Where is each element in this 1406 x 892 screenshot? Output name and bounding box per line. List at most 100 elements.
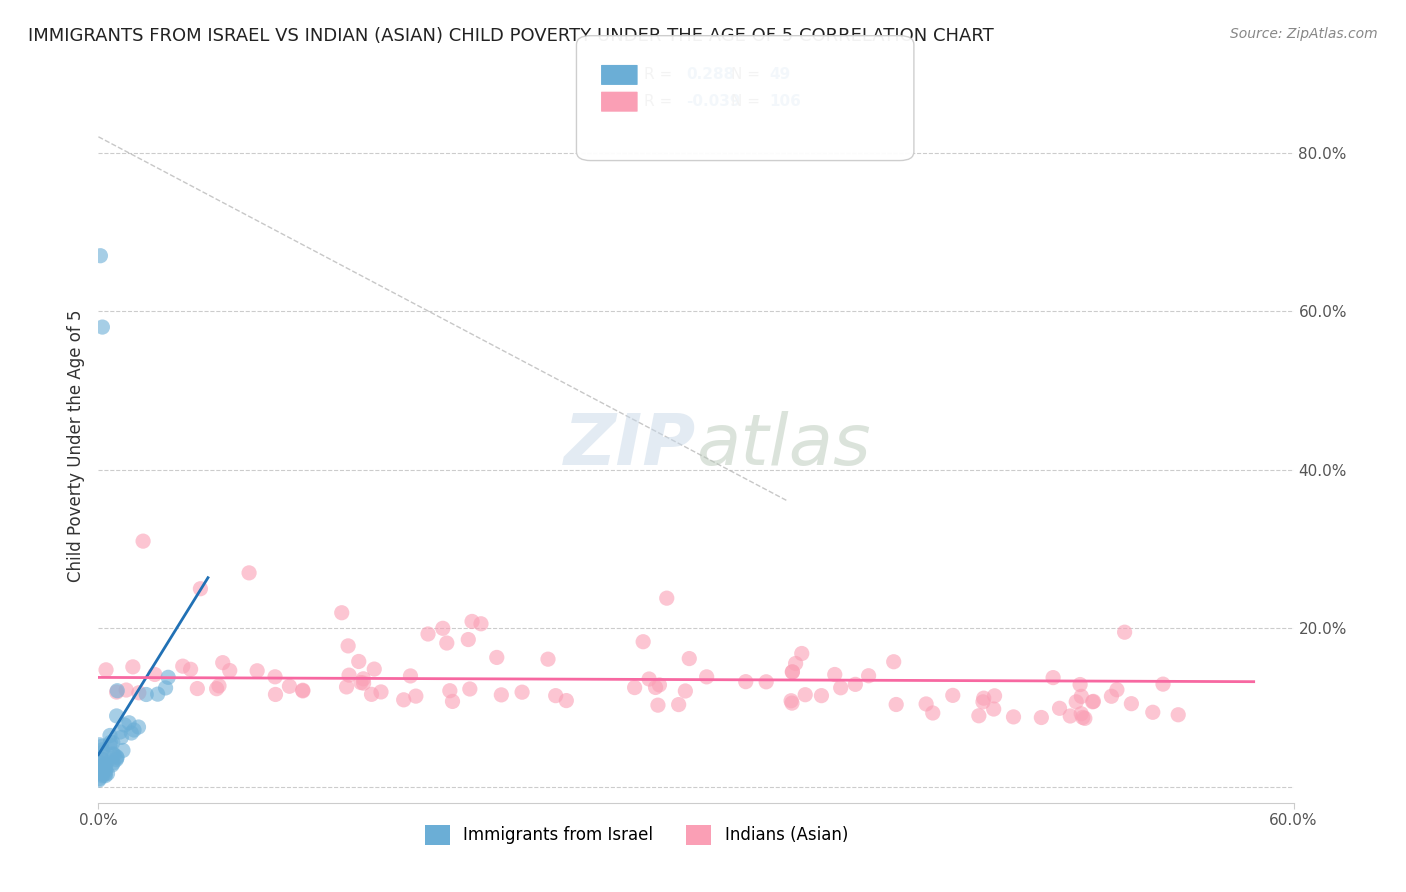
- Immigrants from Israel: [135, 688, 157, 702]
- Immigrants from Israel: [98, 738, 121, 752]
- Immigrants from Israel: [89, 249, 111, 263]
- Indians (Asian): [1105, 682, 1128, 697]
- Indians (Asian): [972, 695, 994, 709]
- Immigrants from Israel: [96, 766, 118, 780]
- Text: 106: 106: [769, 95, 801, 109]
- Indians (Asian): [1121, 697, 1143, 711]
- Indians (Asian): [755, 674, 778, 689]
- Indians (Asian): [180, 662, 202, 676]
- Indians (Asian): [1081, 695, 1104, 709]
- Immigrants from Israel: [101, 758, 124, 772]
- Indians (Asian): [436, 636, 458, 650]
- Immigrants from Israel: [111, 743, 134, 757]
- Indians (Asian): [782, 665, 804, 679]
- Immigrants from Israel: [91, 320, 114, 334]
- Indians (Asian): [360, 687, 382, 701]
- Indians (Asian): [1002, 710, 1025, 724]
- Immigrants from Israel: [157, 670, 180, 684]
- Indians (Asian): [458, 681, 481, 696]
- Indians (Asian): [1049, 701, 1071, 715]
- Text: Source: ZipAtlas.com: Source: ZipAtlas.com: [1230, 27, 1378, 41]
- Indians (Asian): [844, 677, 866, 691]
- Indians (Asian): [884, 698, 907, 712]
- Text: 49: 49: [769, 67, 790, 81]
- Immigrants from Israel: [101, 747, 124, 761]
- Immigrants from Israel: [105, 749, 128, 764]
- Immigrants from Israel: [89, 772, 111, 786]
- Immigrants from Israel: [91, 743, 114, 757]
- Indians (Asian): [830, 681, 852, 695]
- Indians (Asian): [461, 615, 484, 629]
- Indians (Asian): [810, 689, 832, 703]
- Indians (Asian): [350, 675, 373, 690]
- Text: 0.288: 0.288: [686, 67, 734, 81]
- Immigrants from Israel: [105, 751, 128, 765]
- Indians (Asian): [291, 684, 314, 698]
- Indians (Asian): [655, 591, 678, 606]
- Indians (Asian): [1142, 706, 1164, 720]
- Immigrants from Israel: [94, 756, 117, 771]
- Immigrants from Israel: [114, 718, 136, 732]
- Indians (Asian): [337, 639, 360, 653]
- Indians (Asian): [1059, 709, 1081, 723]
- Indians (Asian): [648, 678, 671, 692]
- Indians (Asian): [121, 660, 143, 674]
- Immigrants from Israel: [94, 769, 117, 783]
- Indians (Asian): [1070, 706, 1092, 721]
- Indians (Asian): [537, 652, 560, 666]
- Indians (Asian): [1152, 677, 1174, 691]
- Immigrants from Israel: [155, 681, 177, 695]
- Indians (Asian): [1167, 707, 1189, 722]
- Indians (Asian): [673, 684, 696, 698]
- Immigrants from Israel: [87, 773, 110, 788]
- Immigrants from Israel: [90, 760, 112, 774]
- Indians (Asian): [915, 697, 938, 711]
- Immigrants from Israel: [89, 756, 111, 771]
- Indians (Asian): [399, 669, 422, 683]
- Immigrants from Israel: [110, 731, 132, 745]
- Immigrants from Israel: [127, 720, 149, 734]
- Immigrants from Israel: [93, 758, 115, 772]
- Indians (Asian): [668, 698, 690, 712]
- Indians (Asian): [644, 681, 666, 695]
- Indians (Asian): [439, 683, 461, 698]
- Indians (Asian): [353, 676, 375, 690]
- Indians (Asian): [1070, 690, 1092, 704]
- Indians (Asian): [337, 668, 360, 682]
- Text: ZIP: ZIP: [564, 411, 696, 481]
- Indians (Asian): [132, 534, 155, 549]
- Text: R =: R =: [644, 67, 678, 81]
- Immigrants from Israel: [89, 763, 111, 777]
- Indians (Asian): [638, 672, 661, 686]
- Indians (Asian): [208, 679, 231, 693]
- Immigrants from Israel: [90, 766, 112, 780]
- Immigrants from Israel: [100, 735, 122, 749]
- Indians (Asian): [983, 702, 1005, 716]
- Indians (Asian): [190, 582, 212, 596]
- Indians (Asian): [172, 659, 194, 673]
- Indians (Asian): [921, 706, 943, 720]
- Indians (Asian): [186, 681, 208, 696]
- Indians (Asian): [457, 632, 479, 647]
- Immigrants from Israel: [108, 725, 131, 739]
- Immigrants from Israel: [94, 766, 117, 780]
- Indians (Asian): [470, 616, 492, 631]
- Indians (Asian): [218, 664, 240, 678]
- Indians (Asian): [264, 688, 287, 702]
- Indians (Asian): [1114, 625, 1136, 640]
- Indians (Asian): [246, 664, 269, 678]
- Indians (Asian): [352, 672, 374, 686]
- Indians (Asian): [794, 688, 817, 702]
- Indians (Asian): [205, 681, 228, 696]
- Immigrants from Israel: [101, 735, 124, 749]
- Immigrants from Israel: [146, 687, 169, 701]
- Immigrants from Israel: [91, 745, 114, 759]
- Indians (Asian): [696, 670, 718, 684]
- Indians (Asian): [128, 686, 150, 700]
- Text: N =: N =: [731, 67, 765, 81]
- Indians (Asian): [1031, 710, 1053, 724]
- Indians (Asian): [647, 698, 669, 713]
- Immigrants from Israel: [90, 739, 112, 754]
- Indians (Asian): [485, 650, 508, 665]
- Indians (Asian): [734, 674, 756, 689]
